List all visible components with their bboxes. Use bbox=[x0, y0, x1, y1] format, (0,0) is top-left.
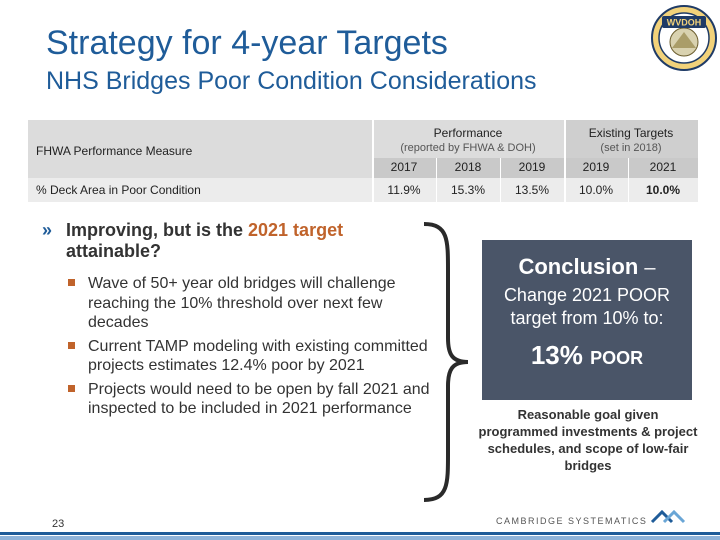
list-item: Current TAMP modeling with existing comm… bbox=[68, 337, 442, 376]
footer-brand: CAMBRIDGE SYSTEMATICS bbox=[496, 516, 648, 526]
cambridge-systematics-logo bbox=[650, 509, 686, 524]
sub-bullet-list: Wave of 50+ year old bridges will challe… bbox=[42, 274, 442, 419]
list-item: Wave of 50+ year old bridges will challe… bbox=[68, 274, 442, 333]
chevron-right-icon: » bbox=[42, 220, 53, 240]
table-cell: 15.3% bbox=[450, 183, 486, 197]
list-item-text: Current TAMP modeling with existing comm… bbox=[88, 337, 428, 375]
conclusion-title: Conclusion bbox=[518, 254, 639, 279]
table-row-band bbox=[28, 178, 698, 202]
table-cell: 10.0% bbox=[578, 183, 614, 197]
table-cell: 11.9% bbox=[387, 183, 421, 197]
table-divider bbox=[436, 158, 437, 202]
conclusion-note: Reasonable goal given programmed investm… bbox=[478, 407, 698, 473]
measure-header: FHWA Performance Measure bbox=[36, 144, 193, 158]
list-item-text: Projects would need to be open by fall 2… bbox=[88, 380, 430, 418]
main-bullet-text: Improving, but is the bbox=[66, 220, 249, 240]
footer-rule bbox=[0, 532, 720, 535]
main-bullet-highlight: 2021 target bbox=[248, 220, 344, 240]
table-divider bbox=[628, 158, 629, 202]
targets-header: Existing Targets bbox=[588, 126, 674, 140]
conclusion-value-label: POOR bbox=[590, 348, 644, 368]
main-bullet-suffix: attainable? bbox=[66, 241, 162, 261]
table-divider bbox=[500, 158, 501, 202]
wvdoh-logo: WVDOH bbox=[651, 5, 717, 71]
year-header: 2017 bbox=[390, 160, 418, 174]
conclusion-text: Change 2021 POOR target from 10% to: bbox=[503, 285, 671, 328]
footer-rule-accent bbox=[0, 536, 720, 540]
table-cell: 13.5% bbox=[514, 183, 550, 197]
table-divider bbox=[372, 120, 374, 202]
logo-text: WVDOH bbox=[667, 18, 702, 28]
conclusion-box: Conclusion – Change 2021 POOR target fro… bbox=[482, 240, 692, 400]
list-item-text: Wave of 50+ year old bridges will challe… bbox=[88, 275, 396, 331]
year-header: 2021 bbox=[649, 160, 677, 174]
performance-subheader: (reported by FHWA & DOH) bbox=[400, 142, 536, 154]
performance-header: Performance bbox=[433, 126, 503, 140]
conclusion-value: 13% bbox=[530, 340, 583, 370]
targets-subheader: (set in 2018) bbox=[600, 142, 662, 154]
year-header: 2018 bbox=[454, 160, 482, 174]
list-item: Projects would need to be open by fall 2… bbox=[68, 380, 442, 419]
main-bullet: » Improving, but is the 2021 target atta… bbox=[42, 220, 442, 262]
year-header: 2019 bbox=[518, 160, 546, 174]
slide-subtitle: NHS Bridges Poor Condition Consideration… bbox=[46, 67, 537, 95]
table-divider bbox=[564, 120, 566, 202]
row-label: % Deck Area in Poor Condition bbox=[36, 183, 201, 197]
conclusion-heading: Conclusion – bbox=[482, 254, 692, 280]
right-brace-icon bbox=[423, 222, 469, 502]
square-bullet-icon bbox=[68, 279, 75, 286]
performance-table: FHWA Performance Measure Performance (re… bbox=[28, 120, 698, 205]
conclusion-dash: – bbox=[644, 257, 656, 279]
slide-title: Strategy for 4-year Targets bbox=[46, 24, 448, 62]
square-bullet-icon bbox=[68, 384, 75, 392]
bullet-list: » Improving, but is the 2021 target atta… bbox=[42, 220, 442, 423]
conclusion-target: 13% POOR bbox=[482, 340, 692, 371]
square-bullet-icon bbox=[68, 341, 75, 349]
table-year-band bbox=[372, 158, 698, 178]
page-number: 23 bbox=[52, 518, 65, 530]
year-header: 2019 bbox=[582, 160, 610, 174]
table-cell: 10.0% bbox=[645, 183, 681, 197]
